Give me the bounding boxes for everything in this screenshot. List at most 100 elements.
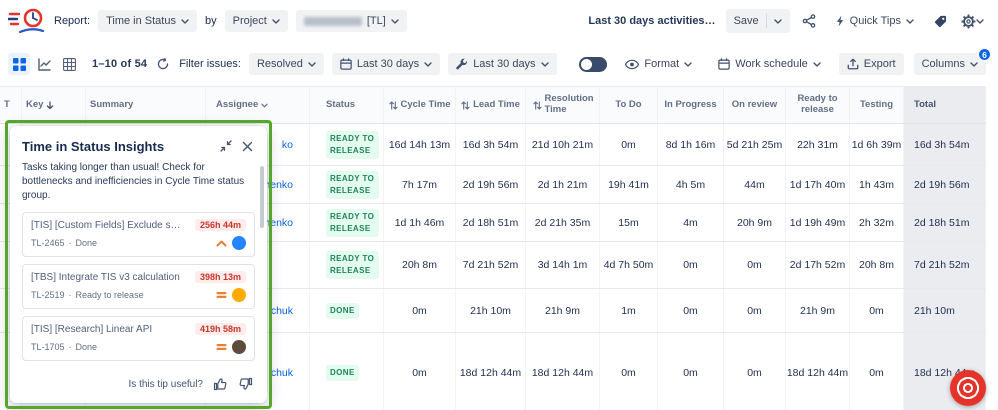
thumbs-down-icon: [239, 377, 253, 390]
issue-key[interactable]: TL-2465: [31, 238, 65, 248]
thumbs-down-button[interactable]: [237, 375, 255, 393]
grid-icon: [12, 57, 26, 71]
cell-cycle-time: 0m: [384, 289, 456, 332]
priority-medium-icon: [216, 344, 227, 350]
save-button[interactable]: Save: [725, 9, 790, 33]
top-bar: Report: Time in Status by Project [TL] L…: [0, 0, 998, 42]
cell-cycle-time: 7h 17m: [384, 166, 456, 203]
assignee-link[interactable]: ko: [281, 138, 293, 151]
settings-button[interactable]: [959, 12, 986, 31]
report-type-dropdown[interactable]: Time in Status: [98, 10, 197, 32]
status-badge: READY TO RELEASE: [326, 208, 379, 237]
column-header-to-do: To Do: [600, 87, 658, 123]
insights-header: Time in Status Insights: [22, 138, 255, 154]
collapse-button[interactable]: [218, 138, 234, 154]
cell-assignee[interactable]: ko: [206, 124, 310, 165]
cell-on-review: 0m: [724, 289, 786, 332]
chart-view-button[interactable]: [33, 53, 55, 75]
brand-logo[interactable]: [950, 370, 986, 406]
insight-issue-card[interactable]: [TIS] [Research] Linear API 419h 58m TL-…: [22, 316, 255, 361]
quick-tips-button[interactable]: Quick Tips: [828, 10, 922, 32]
cell-lead-time: 7d 21h 52m: [456, 242, 526, 288]
avatar: [232, 340, 246, 354]
close-button[interactable]: [240, 139, 255, 154]
cell-status: DONE: [310, 333, 384, 410]
card-icons: [216, 236, 246, 250]
lightning-icon: [836, 15, 843, 27]
date-range-dropdown[interactable]: Last 30 days: [331, 53, 441, 75]
sort-down-icon: [47, 100, 54, 109]
share-button[interactable]: [800, 12, 818, 30]
format-dropdown[interactable]: Format: [617, 53, 700, 75]
filter-issues-label: Filter issues:: [179, 58, 241, 70]
cell-ready-to-release: 18d 12h 44m: [786, 333, 850, 410]
column-header-summary[interactable]: Summary: [86, 87, 206, 123]
matrix-icon: [62, 57, 76, 71]
card-bottom-row: TL-1705 · Done: [31, 340, 246, 354]
project-dropdown[interactable]: [TL]: [295, 10, 407, 32]
cell-assignee[interactable]: [206, 242, 310, 288]
thumbs-up-button[interactable]: [211, 375, 229, 393]
column-header-type[interactable]: T: [0, 87, 22, 123]
column-header-lead-time[interactable]: Lead Time: [456, 87, 526, 123]
issue-key[interactable]: TL-2519: [31, 290, 65, 300]
priority-medium-icon: [216, 292, 227, 298]
priority-high-icon: [216, 240, 227, 247]
columns-dropdown[interactable]: Columns 6: [913, 47, 992, 75]
chevron-down-icon: [308, 61, 316, 67]
column-header-assignee[interactable]: Assignee: [206, 87, 310, 123]
activities-range-text[interactable]: Last 30 days activities…: [588, 15, 716, 27]
column-header-ready-to-release: Ready to release: [786, 87, 850, 123]
issue-key[interactable]: TL-1705: [31, 342, 65, 352]
column-header-cycle-time[interactable]: Cycle Time: [384, 87, 456, 123]
scope-dropdown[interactable]: Project: [224, 10, 288, 32]
app-logo: [8, 7, 46, 35]
export-button[interactable]: Export: [838, 53, 904, 75]
chevron-down-icon: [976, 18, 984, 24]
collapse-icon: [220, 140, 232, 152]
resolved-filter-dropdown[interactable]: Resolved: [248, 53, 324, 75]
column-header-key[interactable]: Key: [22, 87, 86, 123]
eye-icon: [625, 59, 640, 69]
column-header-status[interactable]: Status: [310, 87, 384, 123]
chevron-down-icon: [181, 18, 189, 24]
cell-assignee[interactable]: chuk: [206, 333, 310, 410]
export-icon: [847, 58, 859, 70]
cell-total: 21h 10m: [904, 289, 986, 332]
issue-status: Ready to release: [75, 290, 144, 300]
refresh-button[interactable]: [155, 56, 171, 72]
cell-in-progress: 0m: [658, 289, 724, 332]
column-header-resolution-time[interactable]: Resolution Time: [526, 87, 600, 123]
chevron-down-icon: [540, 61, 549, 67]
display-toggle[interactable]: [579, 56, 608, 72]
cell-resolution-time: 21d 10h 21m: [526, 124, 600, 165]
issue-summary: [TBS] Integrate TIS v3 calculation: [31, 271, 180, 283]
cell-cycle-time: 1d 1h 46m: [384, 204, 456, 241]
cell-resolution-time: 2d 1h 21m: [526, 166, 600, 203]
grid-view-button[interactable]: [8, 53, 30, 75]
cell-ready-to-release: 21h 9m: [786, 289, 850, 332]
cell-on-review: 0m: [724, 242, 786, 288]
work-schedule-dropdown[interactable]: Work schedule: [710, 53, 829, 75]
assignee-link[interactable]: chuk: [270, 304, 293, 317]
popup-scrollbar[interactable]: [260, 166, 264, 228]
issue-status: Done: [75, 238, 98, 248]
calendar-icon: [718, 58, 730, 70]
cell-to-do: 1m: [600, 289, 658, 332]
cell-ready-to-release: 1d 19h 49m: [786, 204, 850, 241]
time-settings-dropdown[interactable]: Last 30 days: [448, 53, 557, 75]
status-badge: READY TO RELEASE: [326, 170, 379, 199]
cell-lead-time: 21h 10m: [456, 289, 526, 332]
cell-cycle-time: 20h 8m: [384, 242, 456, 288]
assignee-link[interactable]: chuk: [270, 366, 293, 379]
insight-issue-card[interactable]: [TBS] Integrate TIS v3 calculation 398h …: [22, 264, 255, 309]
cell-assignee[interactable]: chuk: [206, 289, 310, 332]
matrix-view-button[interactable]: [58, 53, 80, 75]
chevron-down-icon: [813, 61, 821, 67]
refresh-icon: [158, 58, 169, 70]
insight-issue-card[interactable]: [TIS] [Custom Fields] Exclude status fro…: [22, 212, 255, 257]
chevron-down-icon: [773, 18, 782, 24]
insights-card-list: [TIS] [Custom Fields] Exclude status fro…: [22, 212, 255, 368]
label-button[interactable]: [932, 13, 949, 30]
top-bar-right: Last 30 days activities… Save Quick Tips: [588, 9, 986, 33]
